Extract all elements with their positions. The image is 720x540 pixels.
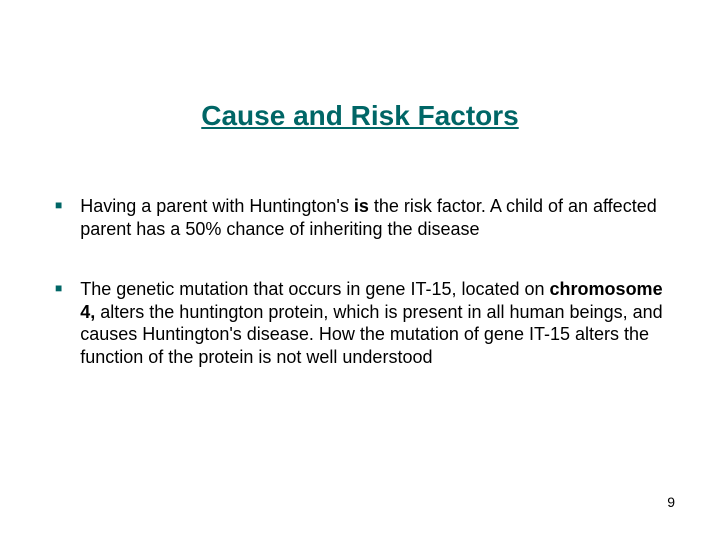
square-bullet-icon: ■	[55, 282, 62, 294]
bullet-item: ■ The genetic mutation that occurs in ge…	[55, 278, 665, 368]
slide-title: Cause and Risk Factors	[0, 100, 720, 132]
square-bullet-icon: ■	[55, 199, 62, 211]
page-number: 9	[667, 494, 675, 510]
bullet-text: Having a parent with Huntington's is the…	[80, 195, 665, 240]
slide-content: ■ Having a parent with Huntington's is t…	[55, 195, 665, 406]
bullet-item: ■ Having a parent with Huntington's is t…	[55, 195, 665, 240]
bullet-text: The genetic mutation that occurs in gene…	[80, 278, 665, 368]
